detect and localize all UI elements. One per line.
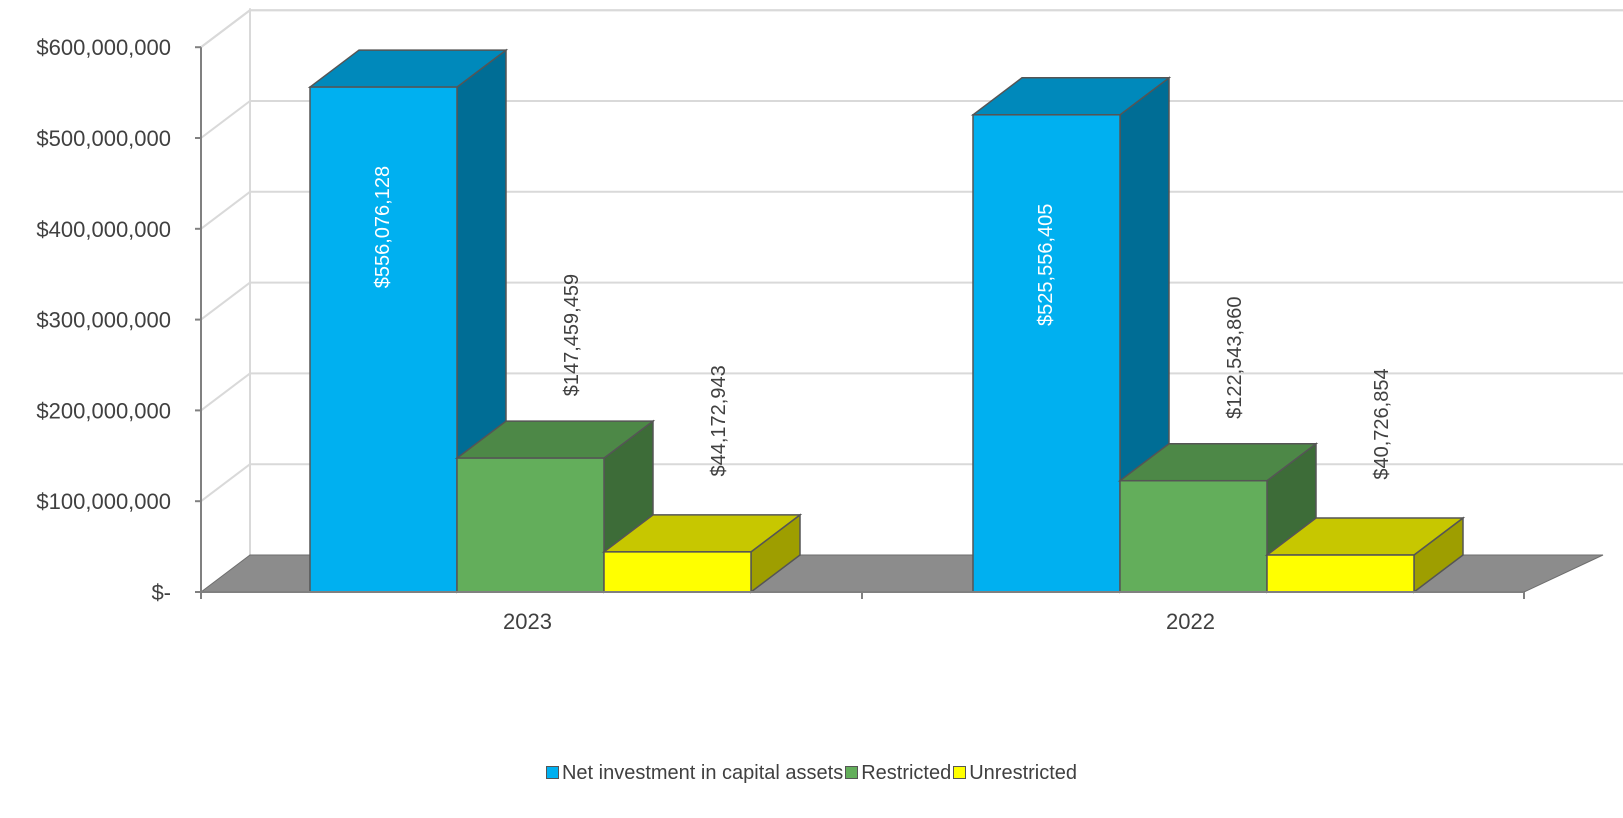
bar-front <box>603 551 752 593</box>
gridline <box>200 191 251 230</box>
data-label: $525,556,405 <box>1035 204 1057 326</box>
legend-item: Net investment in capital assets <box>545 762 844 785</box>
bar <box>1264 516 1466 594</box>
y-tick-label: $600,000,000 <box>36 35 171 60</box>
bars <box>307 48 1466 594</box>
legend-swatch <box>545 766 559 779</box>
gridline <box>200 372 251 412</box>
y-axis: $- $100,000,000 $200,000,000 $300,000,000 $4… <box>36 35 202 605</box>
bar-front <box>1119 479 1268 593</box>
y-tick-label: $400,000,000 <box>36 217 171 242</box>
y-tick-label: $200,000,000 <box>36 398 171 423</box>
y-tick-label: $300,000,000 <box>36 308 171 333</box>
legend-swatch <box>845 766 859 779</box>
legend-swatch <box>953 766 967 779</box>
gridline <box>200 100 251 139</box>
y-tick-label: $- <box>151 580 171 605</box>
data-labels: $556,076,128 $147,459,459 $44,172,943 $525,… <box>372 166 1393 480</box>
legend-label: Unrestricted <box>969 762 1078 784</box>
bar-front <box>1266 554 1415 593</box>
y-tick-label: $500,000,000 <box>36 126 171 151</box>
legend-label: Restricted <box>861 762 952 784</box>
data-label: $556,076,128 <box>372 166 394 288</box>
x-tick-label: 2023 <box>503 609 552 634</box>
data-label: $147,459,459 <box>561 274 583 396</box>
bar <box>601 513 803 594</box>
legend-item: Unrestricted <box>953 762 1077 785</box>
x-axis: 2023 2022 <box>200 591 1525 634</box>
bar-front <box>456 457 605 593</box>
bar-front <box>972 114 1121 593</box>
bar-front <box>309 86 458 593</box>
legend: Net investment in capital assets Restrict… <box>0 762 1623 785</box>
data-label: $122,543,860 <box>1224 297 1246 419</box>
legend-item: Restricted <box>845 762 951 785</box>
gridline <box>200 463 251 502</box>
x-tick-label: 2022 <box>1166 609 1215 634</box>
data-label: $40,726,854 <box>1371 368 1393 479</box>
data-label: $44,172,943 <box>708 365 730 476</box>
gridline <box>200 281 251 321</box>
legend-label: Net investment in capital assets <box>561 762 844 784</box>
gridline <box>200 9 251 48</box>
y-tick-label: $100,000,000 <box>36 489 171 514</box>
